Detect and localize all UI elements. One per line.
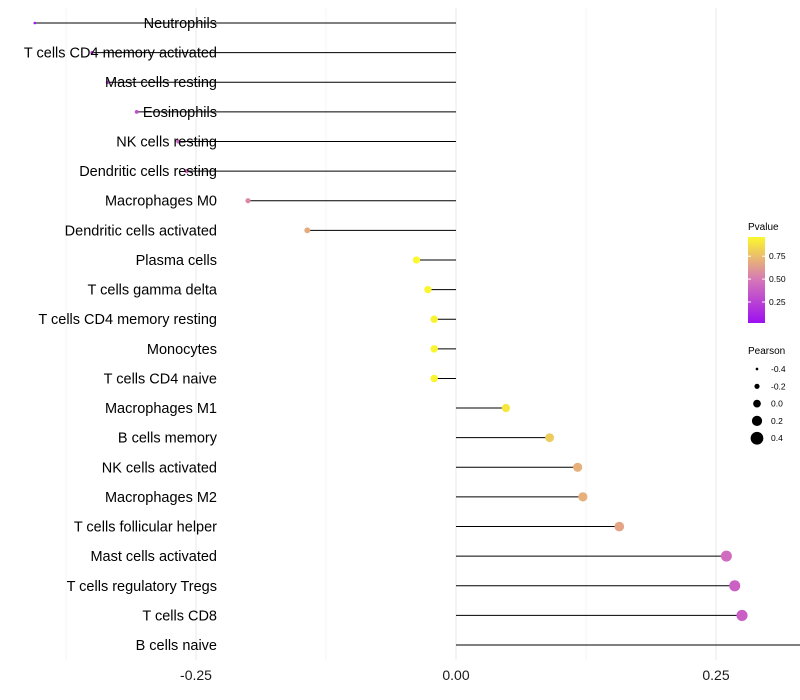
y-category-label: Mast cells resting — [105, 75, 217, 91]
lollipop-point — [430, 374, 438, 383]
y-category-label: Eosinophils — [143, 105, 217, 121]
y-category-label: B cells memory — [118, 431, 218, 447]
lollipop-point — [430, 345, 438, 353]
x-axis-tick-labels: -0.250.000.250.50 — [180, 667, 730, 683]
stem-layer — [34, 22, 800, 646]
x-tick-label: -0.25 — [180, 667, 212, 683]
pearson-legend-entries: -0.4 -0.2 0.0 0.2 0.4 — [750, 364, 786, 445]
y-category-label: T cells follicular helper — [74, 520, 217, 536]
y-category-label: T cells CD4 memory activated — [24, 46, 217, 62]
lollipop-point — [412, 256, 421, 264]
y-category-label: T cells regulatory Tregs — [67, 579, 217, 595]
pearson-legend-dot — [754, 383, 760, 389]
pvalue-legend-title: Pvalue — [748, 222, 779, 233]
pearson-legend-title: Pearson — [748, 346, 785, 357]
lollipop-point — [578, 492, 588, 502]
y-category-label: NK cells resting — [116, 134, 217, 150]
pvalue-legend-ticks: 0.75 0.50 0.25 — [748, 251, 786, 307]
y-category-label: Neutrophils — [144, 16, 217, 32]
pvalue-legend: Pvalue 0.75 0.50 0.25 — [748, 222, 786, 323]
y-category-label: Macrophages M2 — [105, 490, 217, 506]
y-category-label: B cells naive — [136, 638, 217, 654]
lollipop-point — [184, 168, 189, 174]
y-category-label: Monocytes — [147, 342, 217, 358]
y-category-label: Dendritic cells resting — [79, 164, 217, 180]
y-category-label: Macrophages M0 — [105, 194, 217, 210]
pearson-legend-label: -0.2 — [771, 381, 786, 391]
pearson-legend: Pearson -0.4 -0.2 0.0 0.2 0.4 — [748, 346, 786, 445]
lollipop-point — [134, 109, 139, 114]
pearson-legend-dot — [751, 415, 763, 427]
pvalue-tick-label: 0.50 — [769, 274, 786, 284]
y-category-label: Macrophages M1 — [105, 401, 217, 417]
lollipop-point — [720, 550, 732, 562]
lollipop-point — [736, 609, 748, 621]
lollipop-point — [573, 462, 583, 472]
y-category-label: Mast cells activated — [90, 549, 217, 565]
lollipop-point — [90, 50, 94, 55]
lollipop-point — [245, 198, 251, 204]
lollipop-point — [176, 139, 181, 144]
x-tick-label: 0.00 — [442, 667, 469, 683]
lollipop-point — [729, 580, 741, 592]
point-layer — [33, 21, 748, 621]
y-category-label: Dendritic cells activated — [65, 223, 217, 239]
x-tick-label: 0.25 — [702, 667, 729, 683]
lollipop-point — [424, 285, 432, 294]
pearson-legend-label: 0.4 — [771, 433, 783, 443]
lollipop-point — [614, 521, 625, 532]
pvalue-tick-label: 0.25 — [769, 297, 786, 307]
y-category-label: T cells CD8 — [142, 608, 217, 624]
y-category-label: T cells CD4 memory resting — [38, 312, 217, 328]
lollipop-point — [545, 433, 555, 443]
pearson-legend-dot — [753, 399, 761, 408]
pvalue-tick-label: 0.75 — [769, 251, 786, 261]
lollipop-point — [304, 227, 311, 234]
y-axis-labels: Neutrophils T cells CD4 memory activated M… — [24, 16, 218, 654]
y-category-label: T cells gamma delta — [88, 283, 218, 299]
y-category-label: T cells CD4 naive — [104, 371, 217, 387]
lollipop-point — [105, 80, 110, 84]
grid-layer — [65, 8, 717, 660]
pearson-legend-label: -0.4 — [771, 364, 786, 374]
y-category-label: NK cells activated — [102, 460, 217, 476]
lollipop-point — [501, 403, 511, 413]
lollipop-point — [33, 21, 37, 25]
y-category-label: Plasma cells — [136, 253, 217, 269]
pearson-legend-label: 0.2 — [771, 416, 783, 426]
pearson-legend-dot — [755, 367, 759, 371]
lollipop-point — [430, 315, 438, 323]
pearson-legend-dot — [750, 431, 764, 445]
pearson-legend-label: 0.0 — [771, 399, 783, 409]
pvalue-colorbar — [748, 237, 765, 323]
